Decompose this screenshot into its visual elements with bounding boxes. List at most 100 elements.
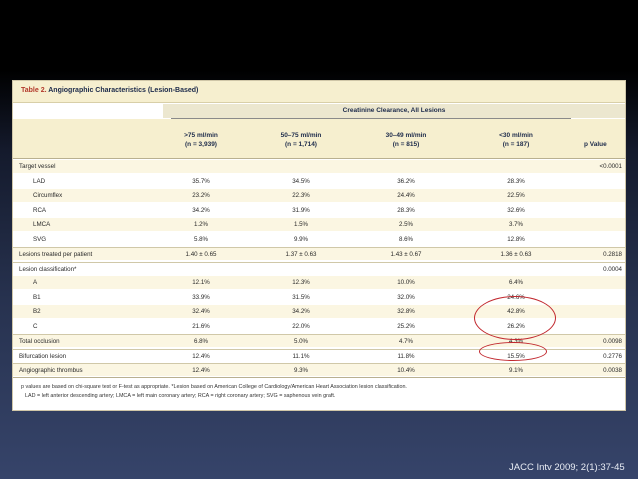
row-label: A	[33, 279, 38, 286]
row-label: SVG	[33, 235, 47, 243]
row-label: Circumflex	[33, 192, 63, 199]
pvalue-cell: 0.0098	[603, 338, 622, 345]
table-cell: 1.40 ± 0.65	[185, 251, 217, 258]
table-cell: 22.5%	[507, 192, 525, 199]
table-cell: 4.7%	[398, 338, 414, 345]
table-row: Lesions treated per patient 1.40 ± 0.65 1.…	[13, 247, 625, 260]
row-label: B1	[33, 293, 41, 301]
table-cell: 34.2%	[192, 206, 210, 214]
table-cell: 28.3%	[397, 206, 415, 214]
column-header-line2: (n = 187)	[502, 141, 530, 148]
table-cell: 8.6%	[398, 235, 414, 243]
table-cell: 21.6%	[192, 322, 210, 330]
table-row: Circumflex 23.2% 22.3% 24.4% 22.5%	[13, 189, 625, 202]
table-image: Table 2. Angiographic Characteristics (L…	[12, 80, 626, 411]
column-header-line2: (n = 1,714)	[285, 141, 317, 148]
table-cell: 12.1%	[192, 279, 210, 286]
table-row: Total occlusion 6.8% 5.0% 4.7% 4.3% 0.0098	[13, 334, 625, 347]
row-label: Lesions treated per patient	[19, 251, 93, 258]
column-header-line1: 30–49 ml/min	[385, 132, 427, 139]
column-header: 30–49 ml/min (n = 815)	[371, 131, 441, 149]
table-cell: 12.3%	[292, 279, 310, 286]
table-row: A 12.1% 12.3% 10.0% 6.4%	[13, 276, 625, 289]
table-cell: 22.3%	[292, 192, 310, 199]
table-cell: 23.2%	[192, 192, 210, 199]
column-header-line2: (n = 815)	[392, 141, 420, 148]
row-label: RCA	[33, 206, 47, 214]
row-label: Total occlusion	[19, 338, 60, 345]
table-cell: 2.5%	[398, 221, 414, 228]
table-cell: 1.43 ± 0.67	[390, 251, 422, 258]
column-header-line1: 50–75 ml/min	[280, 132, 322, 139]
table-cell: 9.9%	[293, 235, 309, 243]
table-row: LAD 35.7% 34.5% 36.2% 28.3%	[13, 175, 625, 188]
column-header-line2: (n = 3,939)	[185, 141, 217, 148]
table-cell: 32.4%	[192, 308, 210, 315]
table-cell: 36.2%	[397, 177, 415, 185]
table-cell: 1.2%	[193, 221, 209, 228]
table-cell: 25.2%	[397, 322, 415, 330]
row-label: LMCA	[33, 221, 51, 228]
pvalue-cell: 0.2776	[603, 352, 622, 360]
table-row: SVG 5.8% 9.9% 8.6% 12.8%	[13, 233, 625, 246]
table-caption-label: Table 2.	[21, 87, 47, 94]
table-cell: 32.8%	[397, 308, 415, 315]
table-footnote: p values are based on chi-square test or…	[13, 377, 625, 411]
table-cell: 1.36 ± 0.63	[500, 251, 532, 258]
table-row: Angiographic thrombus 12.4% 9.3% 10.4% 9.1% 0…	[13, 363, 625, 376]
pvalue-header: p Value	[584, 141, 607, 148]
footnote-line: LAD = left anterior descending artery; L…	[25, 393, 336, 399]
table-cell: 11.1%	[292, 352, 310, 360]
row-label: B2	[33, 308, 41, 315]
table-cell: 22.0%	[292, 322, 310, 330]
row-label: Bifurcation lesion	[19, 352, 67, 360]
table-cell: 6.4%	[508, 279, 524, 286]
highlight-circle-lmca-svg	[474, 296, 556, 340]
column-header: >75 ml/min (n = 3,939)	[166, 131, 236, 149]
table-cell: 1.37 ± 0.63	[285, 251, 317, 258]
highlight-circle-bifurcation	[479, 342, 547, 361]
table-cell: 35.7%	[192, 177, 210, 185]
table-cell: 9.3%	[293, 367, 309, 374]
pvalue-cell: <0.0001	[599, 163, 622, 170]
table-cell: 5.0%	[293, 338, 309, 345]
table-caption: Table 2. Angiographic Characteristics (L…	[13, 81, 625, 103]
table-cell: 6.8%	[193, 338, 209, 345]
table-row: B2 32.4% 34.2% 32.8% 42.8%	[13, 305, 625, 318]
table-cell: 1.5%	[293, 221, 309, 228]
table-cell: 12.8%	[507, 235, 525, 243]
table-cell: 33.9%	[192, 293, 210, 301]
row-label: Angiographic thrombus	[19, 367, 83, 374]
table-cell: 12.4%	[192, 352, 210, 360]
column-header: <30 ml/min (n = 187)	[481, 131, 551, 149]
table-cell: 32.6%	[507, 206, 525, 214]
table-row: LMCA 1.2% 1.5% 2.5% 3.7%	[13, 218, 625, 231]
table-cell: 34.2%	[292, 308, 310, 315]
table-cell: 32.0%	[397, 293, 415, 301]
pvalue-cell: 0.0004	[603, 265, 622, 273]
table-cell: 9.1%	[508, 367, 524, 374]
table-cell: 5.8%	[193, 235, 209, 243]
column-header-line1: >75 ml/min	[184, 132, 218, 139]
column-group-divider	[171, 118, 571, 119]
table-cell: 10.4%	[397, 367, 415, 374]
row-label: C	[33, 322, 38, 330]
table-caption-text: Angiographic Characteristics (Lesion-Bas…	[48, 87, 199, 94]
column-header-line1: <30 ml/min	[499, 132, 533, 139]
table-row: RCA 34.2% 31.9% 28.3% 32.6%	[13, 204, 625, 217]
table-cell: 11.8%	[397, 352, 415, 360]
table-cell: 31.9%	[292, 206, 310, 214]
footnote-line: p values are based on chi-square test or…	[21, 384, 407, 390]
table-row: Lesion classification* 0.0004	[13, 261, 625, 275]
row-label: Target vessel	[19, 163, 56, 170]
row-label: LAD	[33, 177, 46, 185]
column-header-row: >75 ml/min (n = 3,939) 50–75 ml/min (n =…	[13, 119, 625, 159]
table-cell: 28.3%	[507, 177, 525, 185]
table-cell: 10.0%	[397, 279, 415, 286]
pvalue-cell: 0.0038	[603, 367, 622, 374]
table-cell: 12.4%	[192, 367, 210, 374]
table-cell: 24.4%	[397, 192, 415, 199]
table-cell: 34.5%	[292, 177, 310, 185]
row-label: Lesion classification*	[19, 265, 77, 273]
